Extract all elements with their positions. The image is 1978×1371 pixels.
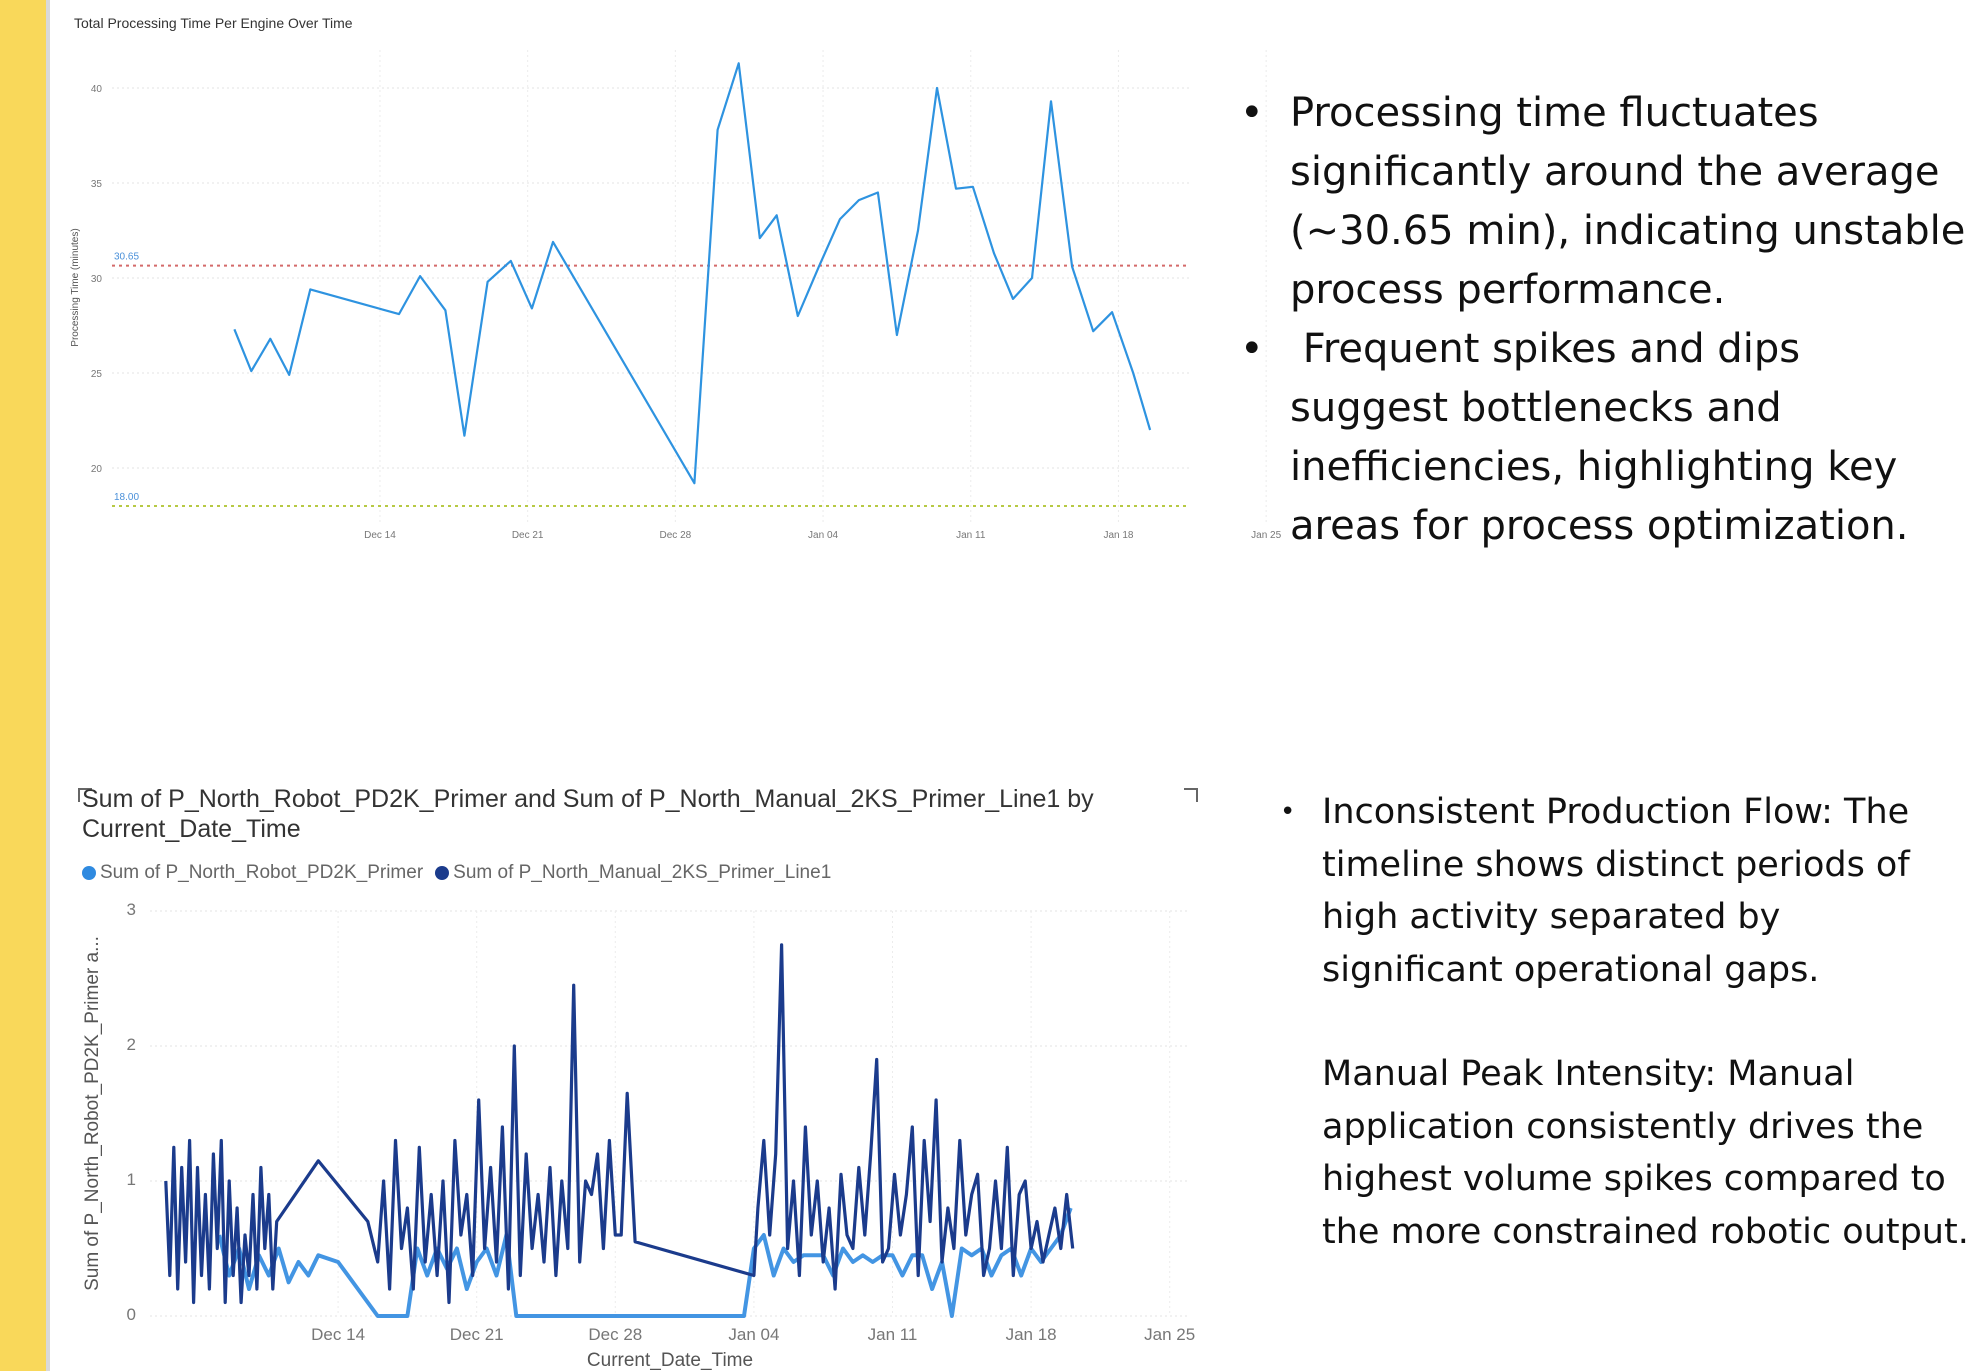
corner-marker [78, 788, 92, 802]
y-tick-label: 35 [91, 179, 103, 190]
y-tick-label: 20 [91, 464, 103, 475]
notes-top: • Processing time fluctuates significant… [1240, 84, 1970, 556]
y-tick-label: 1 [127, 1170, 136, 1189]
x-tick-label: Jan 04 [728, 1325, 779, 1344]
chart1-title: Total Processing Time Per Engine Over Ti… [74, 15, 353, 31]
note-top-1-text: Processing time fluctuates significantly… [1290, 90, 1966, 313]
legend-item-robot[interactable]: Sum of P_North_Robot_PD2K_Primer [82, 862, 423, 884]
left-accent-stripe [0, 0, 46, 1371]
legend-label-manual: Sum of P_North_Manual_2KS_Primer_Line1 [453, 862, 832, 883]
bullet-glyph: • [1280, 797, 1296, 827]
chart1-plot: 20 25 30 35 40 Dec 14 Dec 21 Dec 28 Jan 04 Jan 11… [70, 50, 1282, 541]
x-tick-label: Dec 28 [588, 1325, 642, 1344]
primer-usage-chart: Sum of P_North_Robot_PD2K_Primer and Sum… [60, 770, 1210, 1371]
legend-item-manual[interactable]: Sum of P_North_Manual_2KS_Primer_Line1 [435, 862, 831, 884]
notes-bottom: • Inconsistent Production Flow: The time… [1280, 786, 1970, 1258]
reference-line-label: 30.65 [114, 252, 139, 263]
x-tick-label: Dec 28 [660, 530, 692, 541]
left-accent-divider [46, 0, 50, 1371]
corner-marker [1184, 788, 1198, 802]
x-tick-label: Dec 14 [311, 1325, 365, 1344]
note-bottom-1: • Inconsistent Production Flow: The time… [1280, 786, 1970, 996]
note-bottom-2: Manual Peak Intensity: Manual applicatio… [1280, 1048, 1970, 1258]
note-top-2-text: Frequent spikes and dips suggest bottlen… [1290, 326, 1910, 549]
legend-dot [82, 866, 96, 880]
y-tick-label: 30 [91, 274, 103, 285]
manual-series-line [164, 943, 1075, 1305]
note-bottom-1-text: Inconsistent Production Flow: The timeli… [1322, 792, 1910, 990]
legend-label-robot: Sum of P_North_Robot_PD2K_Primer [100, 862, 424, 883]
chart2-legend: Sum of P_North_Robot_PD2K_Primer Sum of … [82, 862, 831, 884]
y-tick-label: 0 [127, 1305, 136, 1324]
note-top-2: • Frequent spikes and dips suggest bottl… [1240, 320, 1970, 556]
x-tick-label: Jan 04 [808, 530, 838, 541]
chart2-title: Sum of P_North_Robot_PD2K_Primer and Sum… [82, 785, 1094, 843]
y-tick-label: 25 [91, 369, 103, 380]
y-tick-label: 3 [127, 900, 136, 919]
y-axis-label: Sum of P_North_Robot_PD2K_Primer a... [82, 936, 103, 1291]
x-tick-label: Jan 18 [1103, 530, 1133, 541]
x-tick-label: Dec 14 [364, 530, 396, 541]
x-tick-label: Jan 18 [1006, 1325, 1057, 1344]
note-top-1: • Processing time fluctuates significant… [1240, 84, 1970, 320]
y-tick-label: 40 [91, 84, 103, 95]
x-tick-label: Jan 25 [1251, 530, 1281, 541]
processing-time-series-line [233, 62, 1152, 485]
processing-time-chart: Total Processing Time Per Engine Over Ti… [60, 0, 1282, 560]
x-tick-label: Dec 21 [450, 1325, 504, 1344]
x-tick-label: Dec 21 [512, 530, 544, 541]
x-axis-label: Current_Date_Time [587, 1350, 753, 1371]
bullet-glyph: • [1240, 90, 1264, 136]
x-tick-label: Jan 11 [868, 1325, 918, 1344]
chart2-plot: 0 1 2 3 Dec 14 Dec 21 Dec 28 Jan 04 Jan 11 Jan 18… [82, 900, 1195, 1371]
reference-line-label: 18.00 [114, 492, 139, 503]
y-axis-label: Processing Time (minutes) [70, 228, 81, 346]
x-tick-label: Jan 11 [956, 530, 986, 541]
x-tick-label: Jan 25 [1144, 1325, 1195, 1344]
robot-series-line [217, 1207, 1073, 1318]
legend-dot [435, 866, 450, 880]
bullet-glyph: • [1240, 326, 1264, 372]
y-tick-label: 2 [127, 1035, 136, 1054]
note-bottom-2-text: Manual Peak Intensity: Manual applicatio… [1322, 1054, 1969, 1252]
